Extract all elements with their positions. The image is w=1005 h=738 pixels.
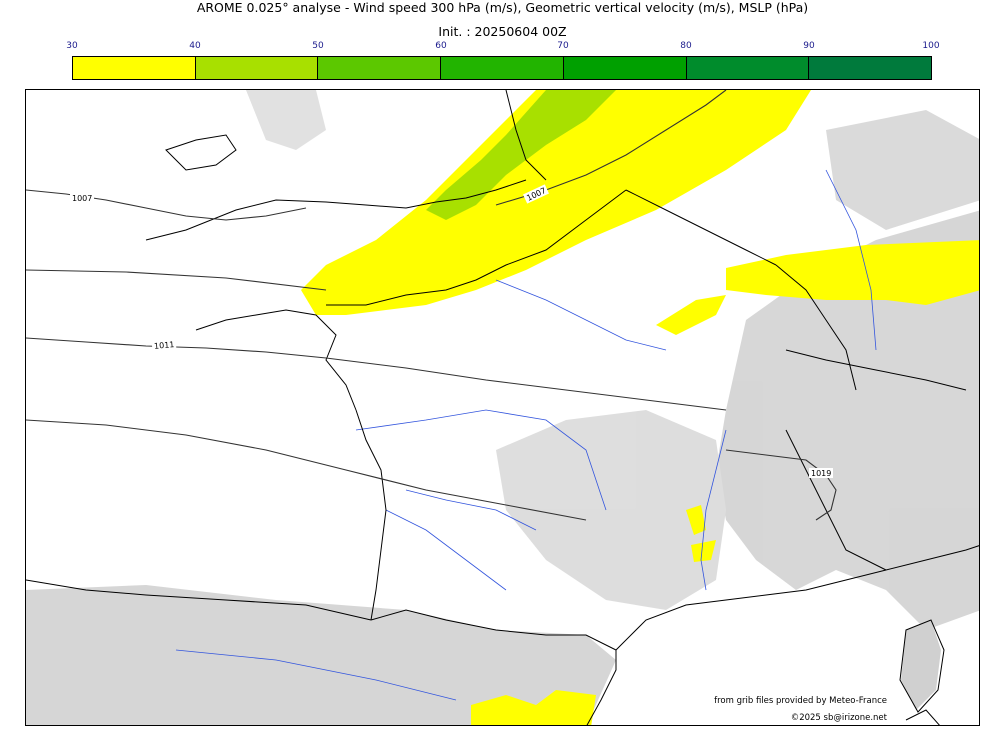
river-rhine bbox=[825, 169, 877, 351]
jet-patch-3 bbox=[691, 540, 716, 562]
shade-uk bbox=[246, 90, 326, 150]
wind-speed-colorbar bbox=[72, 56, 932, 80]
shade-corsica bbox=[901, 620, 941, 710]
coast-sardinia bbox=[905, 709, 940, 725]
jet-50-contour bbox=[426, 90, 616, 220]
coast-biscay bbox=[355, 409, 387, 621]
isobar-label: 1007 bbox=[72, 194, 92, 203]
river-seine bbox=[495, 279, 667, 351]
jet-patch-1 bbox=[656, 295, 726, 335]
colorbar-tick: 100 bbox=[922, 41, 940, 51]
map-title: AROME 0.025° analyse - Wind speed 300 hP… bbox=[196, 0, 809, 15]
colorbar-tick: 70 bbox=[557, 41, 569, 51]
colorbar-tick: 80 bbox=[680, 41, 692, 51]
border-italy bbox=[785, 429, 887, 571]
colorbar-tick: 50 bbox=[312, 41, 324, 51]
colorbar-tick: 30 bbox=[66, 41, 78, 51]
river-garonne bbox=[385, 509, 507, 591]
coast-wales bbox=[165, 134, 237, 171]
isobar-1015 bbox=[26, 419, 587, 521]
coastlines bbox=[26, 90, 979, 725]
shade-pyrenees-spain bbox=[26, 585, 616, 725]
colorbar-segment bbox=[563, 57, 687, 79]
map-canvas: 1007 1007 1011 1019 bbox=[26, 90, 979, 725]
border-pyrenees bbox=[370, 609, 617, 651]
isobar-1007-west bbox=[26, 189, 307, 221]
coast-brittany bbox=[195, 309, 357, 411]
colorbar-segment bbox=[195, 57, 319, 79]
colorbar-segment bbox=[318, 57, 442, 79]
border-switzerland bbox=[785, 349, 967, 391]
colorbar-tick: 60 bbox=[435, 41, 447, 51]
shade-alps bbox=[716, 210, 979, 630]
isobar-1011-b bbox=[26, 269, 327, 291]
shade-massif-central bbox=[496, 410, 726, 610]
coast-spain-north bbox=[26, 579, 372, 621]
isobar-label: 1019 bbox=[811, 469, 831, 478]
colorbar-segment bbox=[441, 57, 564, 79]
colorbar-segment bbox=[809, 57, 932, 79]
colorbar-segment bbox=[686, 57, 810, 79]
rivers bbox=[175, 169, 877, 701]
isobar-label: 1011 bbox=[154, 340, 175, 351]
river-dordogne bbox=[405, 489, 537, 531]
isobar-1011 bbox=[26, 337, 727, 411]
border-belgium bbox=[625, 189, 777, 266]
copyright-credit: ©2025 sb@irizone.net bbox=[790, 713, 887, 723]
jet-patch-2 bbox=[686, 505, 706, 535]
coast-spain-east bbox=[586, 650, 617, 725]
colorbar-segment bbox=[73, 57, 196, 79]
river-ebro bbox=[175, 649, 457, 701]
river-loire bbox=[355, 409, 607, 511]
colorbar-tick: 40 bbox=[189, 41, 201, 51]
jet-40-contour bbox=[301, 90, 811, 315]
river-rhone bbox=[700, 429, 727, 591]
jet-east bbox=[726, 240, 979, 305]
coast-corsica bbox=[899, 619, 945, 713]
coast-uk-south bbox=[145, 179, 527, 241]
vertical-velocity-shading bbox=[26, 90, 979, 725]
border-germany bbox=[775, 264, 857, 391]
coast-france-north bbox=[326, 189, 627, 306]
data-source-credit: from grib files provided by Meteo-France bbox=[714, 696, 887, 706]
coast-uk-east bbox=[505, 90, 547, 181]
coast-mediterranean bbox=[615, 569, 887, 651]
coast-italy bbox=[885, 545, 979, 571]
jet-patch-4 bbox=[471, 690, 596, 725]
colorbar-tick: 90 bbox=[803, 41, 815, 51]
jet-stream bbox=[301, 90, 979, 725]
shade-east bbox=[826, 110, 979, 230]
init-time: Init. : 20250604 00Z bbox=[438, 24, 567, 39]
weather-map[interactable]: 1007 1007 1011 1019 bbox=[25, 89, 980, 726]
